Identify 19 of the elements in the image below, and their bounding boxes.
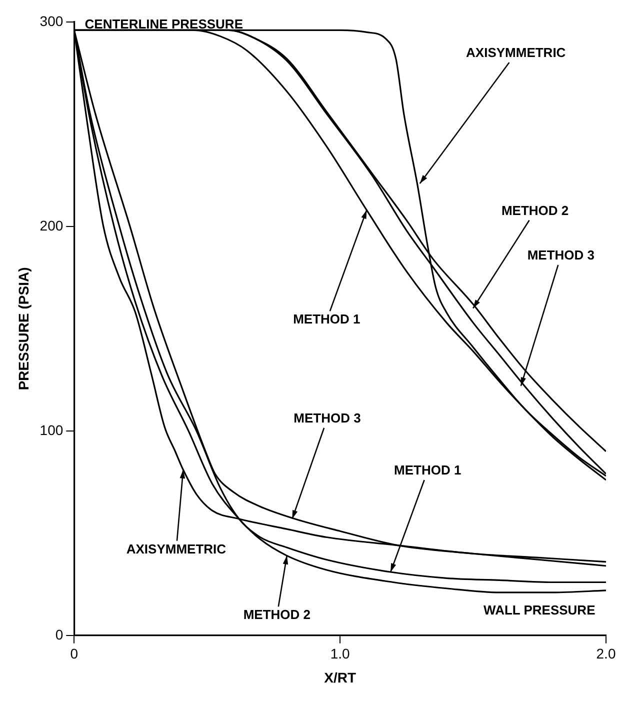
annotation: CENTERLINE PRESSURE [84, 16, 244, 32]
annotation: AXISYMMETRIC [126, 541, 227, 556]
annotation: METHOD 3 [294, 410, 361, 426]
annotation: METHOD 3 [527, 248, 594, 263]
y-tick-label: 200 [40, 217, 64, 234]
annotation: WALL PRESSURE [484, 602, 596, 618]
annotation: METHOD 1 [394, 462, 462, 478]
y-tick-label: 100 [40, 422, 64, 438]
x-tick-label: 2.0 [596, 646, 616, 662]
annotation: AXISYMMETRIC [466, 45, 566, 60]
y-axis-title: PRESSURE (PSIA) [15, 267, 32, 390]
y-tick-label: 300 [40, 12, 64, 29]
y-tick-label: 0 [55, 626, 64, 642]
annotation: METHOD 1 [293, 312, 360, 327]
x-tick-label: 0 [70, 646, 78, 662]
x-axis-title: X/RT [324, 669, 356, 686]
x-tick-label: 1.0 [330, 646, 350, 662]
annotation: METHOD 2 [243, 607, 310, 622]
annotation: METHOD 2 [501, 202, 569, 218]
